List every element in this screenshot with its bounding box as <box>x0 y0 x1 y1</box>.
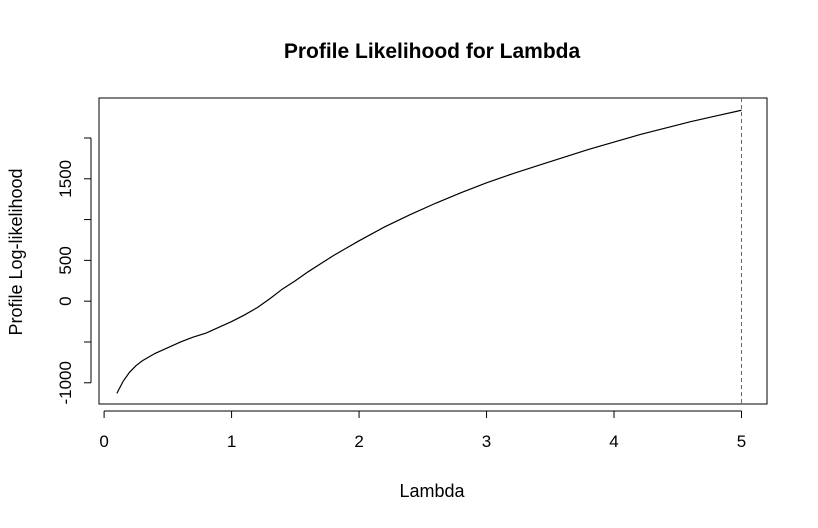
y-tick-label: -1000 <box>56 361 75 404</box>
x-tick-label: 1 <box>227 432 236 451</box>
x-axis: 0 1 2 3 4 5 <box>99 410 746 451</box>
y-axis: -1000 0 500 1500 <box>56 137 92 405</box>
y-tick-label: 500 <box>56 246 75 274</box>
x-tick-label: 3 <box>482 432 491 451</box>
x-tick-label: 0 <box>99 432 108 451</box>
x-tick-label: 4 <box>609 432 618 451</box>
y-tick-label: 0 <box>56 296 75 305</box>
plot-area-box <box>98 97 768 405</box>
x-axis-label: Lambda <box>399 481 465 501</box>
x-tick-label: 5 <box>737 432 746 451</box>
likelihood-curve <box>116 109 742 394</box>
y-axis-label: Profile Log-likelihood <box>6 168 26 335</box>
x-tick-label: 2 <box>354 432 363 451</box>
y-tick-label: 1500 <box>56 160 75 198</box>
chart-title: Profile Likelihood for Lambda <box>284 40 581 63</box>
